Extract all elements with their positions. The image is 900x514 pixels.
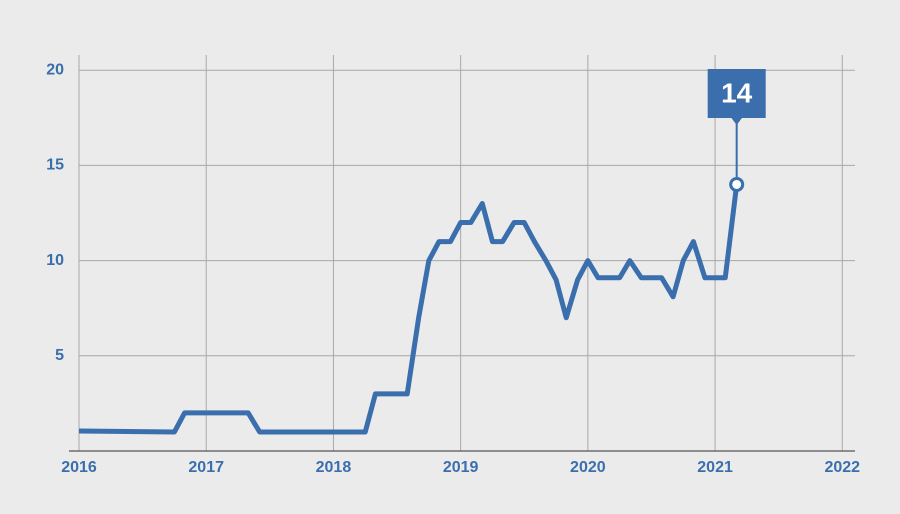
x-tick-label: 2020 [570, 459, 606, 476]
x-tick-label: 2022 [824, 459, 860, 476]
callout-label: 14 [721, 77, 753, 108]
line-series [78, 184, 740, 435]
x-tick-label: 2018 [316, 459, 352, 476]
y-tick-label: 20 [46, 61, 64, 78]
x-tick-label: 2016 [61, 459, 97, 476]
x-tick-label: 2021 [697, 459, 733, 476]
x-tick-label: 2019 [443, 459, 479, 476]
y-tick-label: 10 [46, 252, 64, 269]
callout-box [707, 69, 766, 118]
callout-pointer [730, 117, 743, 125]
x-tick-label: 2017 [188, 459, 224, 476]
y-tick-label: 15 [46, 157, 64, 174]
last-point [729, 176, 745, 192]
y-tick-label: 5 [55, 347, 64, 364]
